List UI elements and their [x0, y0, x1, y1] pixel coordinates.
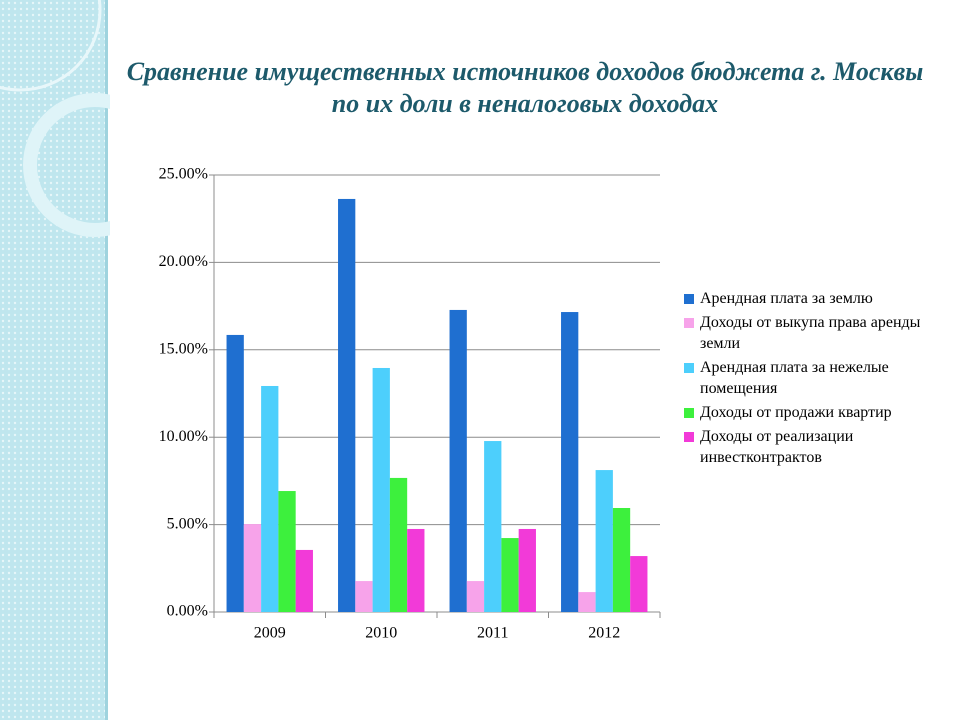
y-tick-label: 0.00% — [167, 603, 208, 620]
bar — [501, 538, 519, 612]
legend-swatch — [684, 408, 694, 418]
y-tick-label: 5.00% — [167, 515, 208, 532]
legend-item: Доходы от выкупа права аренды земли — [684, 312, 934, 354]
bar — [612, 507, 631, 612]
legend-item: Арендная плата за землю — [684, 288, 934, 309]
bar — [243, 524, 262, 612]
bar — [561, 312, 579, 612]
bar — [518, 528, 536, 612]
bar — [389, 477, 408, 612]
bar — [407, 528, 425, 612]
bar — [484, 441, 502, 612]
legend-swatch — [684, 318, 694, 328]
x-tick-label: 2009 — [254, 625, 286, 642]
legend-label: Доходы от продажи квартир — [700, 404, 892, 421]
x-tick-label: 2012 — [588, 625, 620, 642]
x-tick-label: 2011 — [477, 625, 508, 642]
bar — [355, 581, 373, 612]
x-tick-label: 2010 — [365, 625, 397, 642]
y-tick-label: 25.00% — [159, 166, 208, 183]
y-tick-label: 15.00% — [159, 340, 208, 357]
legend-label: Доходы от реализации инвестконтрактов — [700, 428, 854, 466]
bar — [466, 581, 485, 612]
bar — [449, 309, 467, 612]
bar — [278, 491, 296, 612]
legend-swatch — [684, 294, 694, 304]
bar — [338, 198, 356, 612]
chart-title: Сравнение имущественных источников доход… — [126, 57, 924, 118]
bar — [226, 334, 244, 612]
legend-item: Доходы от продажи квартир — [684, 402, 934, 423]
legend-label: Арендная плата за землю — [700, 290, 873, 307]
legend-label: Арендная плата за нежелые помещения — [700, 359, 889, 397]
legend-item: Арендная плата за нежелые помещения — [684, 357, 934, 399]
y-tick-label: 20.00% — [159, 253, 208, 270]
legend-item: Доходы от реализации инвестконтрактов — [684, 426, 934, 468]
legend-swatch — [684, 432, 694, 442]
bar — [295, 549, 313, 612]
bar — [630, 556, 648, 612]
bar — [578, 592, 596, 612]
y-tick-label: 10.00% — [159, 428, 208, 445]
bar — [261, 385, 279, 612]
bar — [372, 367, 390, 612]
bar — [595, 470, 613, 612]
legend-swatch — [684, 363, 694, 373]
legend-label: Доходы от выкупа права аренды земли — [700, 314, 921, 352]
decoration — [0, 0, 110, 720]
legend: Арендная плата за землю Доходы от выкупа … — [684, 288, 934, 471]
